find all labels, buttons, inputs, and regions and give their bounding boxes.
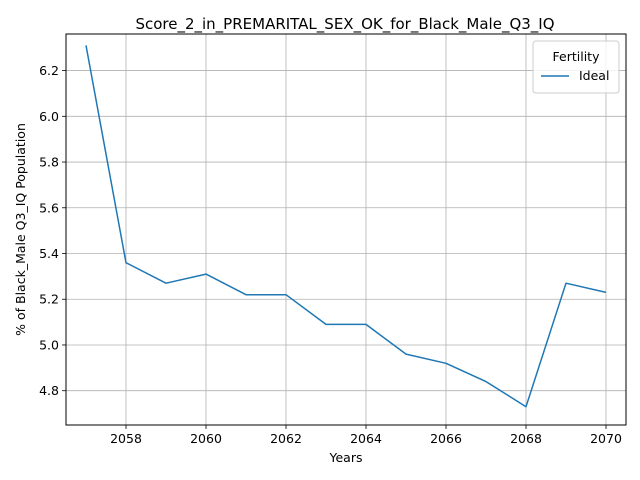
y-tick-label: 6.2 <box>39 63 59 78</box>
y-tick-label: 5.2 <box>39 292 59 307</box>
legend: Fertility Ideal <box>532 40 620 94</box>
legend-title: Fertility <box>553 49 601 64</box>
series-line <box>85 45 607 408</box>
x-tick-label: 2058 <box>110 431 142 446</box>
plot-frame <box>65 33 627 426</box>
y-axis: 4.8 5.0 5.2 5.4 5.6 5.8 6.0 6.2 <box>39 63 66 398</box>
x-tick-label: 2066 <box>430 431 462 446</box>
x-axis-label: Years <box>329 450 363 465</box>
y-axis-label: % of Black_Male Q3_IQ Population <box>13 123 28 336</box>
x-tick-label: 2064 <box>350 431 382 446</box>
grid <box>66 34 626 425</box>
x-tick-label: 2062 <box>270 431 302 446</box>
x-tick-label: 2070 <box>590 431 622 446</box>
legend-label: Ideal <box>579 68 609 83</box>
y-tick-label: 6.0 <box>39 109 59 124</box>
y-tick-label: 4.8 <box>39 383 59 398</box>
y-tick-label: 5.0 <box>39 337 59 352</box>
series-layer <box>85 45 607 408</box>
y-tick-label: 5.6 <box>39 200 59 215</box>
y-tick-label: 5.4 <box>39 246 59 261</box>
x-axis: 2058 2060 2062 2064 2066 2068 2070 <box>110 425 622 446</box>
legend-box <box>532 40 620 94</box>
x-tick-label: 2068 <box>510 431 542 446</box>
x-tick-label: 2060 <box>190 431 222 446</box>
y-tick-label: 5.8 <box>39 155 59 170</box>
chart-title: Score_2_in_PREMARITAL_SEX_OK_for_Black_M… <box>135 15 554 34</box>
